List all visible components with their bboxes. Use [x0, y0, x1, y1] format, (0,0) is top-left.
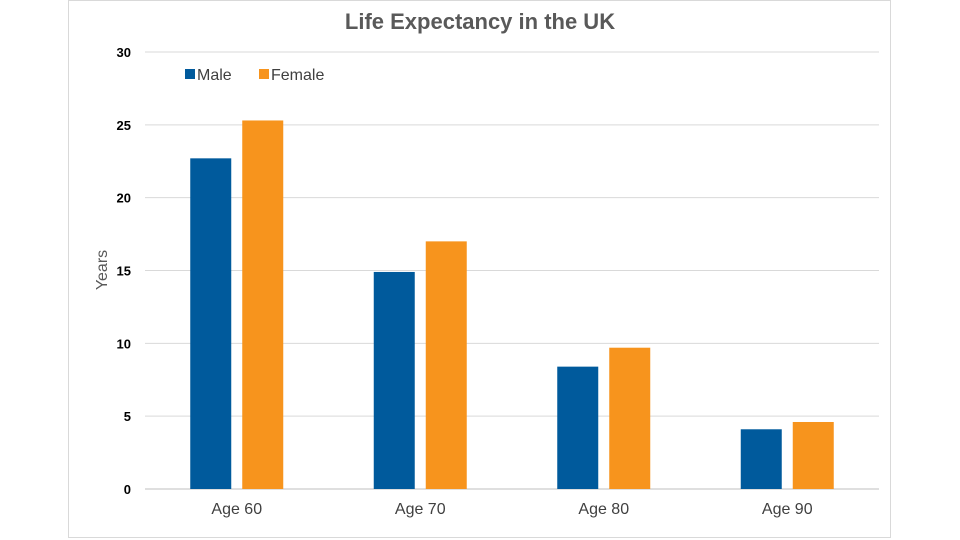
bar-male [557, 366, 599, 489]
bar-male [373, 271, 415, 489]
bar-female [242, 120, 284, 490]
legend-swatch-male [185, 69, 195, 79]
y-tick-label: 20 [117, 191, 131, 206]
y-tick-label: 0 [124, 482, 131, 497]
legend-label-female: Female [271, 67, 324, 84]
bar-female [425, 241, 467, 489]
y-tick-label: 10 [117, 336, 131, 351]
legend-label-male: Male [197, 67, 232, 84]
x-tick-label: Age 80 [578, 501, 629, 518]
bar-female [792, 421, 834, 489]
x-tick-label: Age 70 [395, 501, 446, 518]
x-tick-label: Age 60 [211, 501, 262, 518]
bars [190, 120, 834, 490]
legend: Male Female [185, 67, 324, 84]
bar-male [190, 158, 232, 489]
bar-male [740, 429, 782, 489]
y-tick-label: 15 [117, 264, 131, 279]
y-axis-label: Years [94, 250, 111, 290]
y-axis-ticks: 0 5 10 15 20 25 30 [117, 45, 131, 497]
x-axis-ticks: Age 60 Age 70 Age 80 Age 90 [211, 501, 812, 518]
bar-female [609, 347, 651, 489]
x-tick-label: Age 90 [762, 501, 813, 518]
chart-title: Life Expectancy in the UK [345, 9, 615, 34]
y-tick-label: 25 [117, 118, 131, 133]
y-tick-label: 30 [117, 45, 131, 60]
y-tick-label: 5 [124, 409, 131, 424]
legend-swatch-female [259, 69, 269, 79]
